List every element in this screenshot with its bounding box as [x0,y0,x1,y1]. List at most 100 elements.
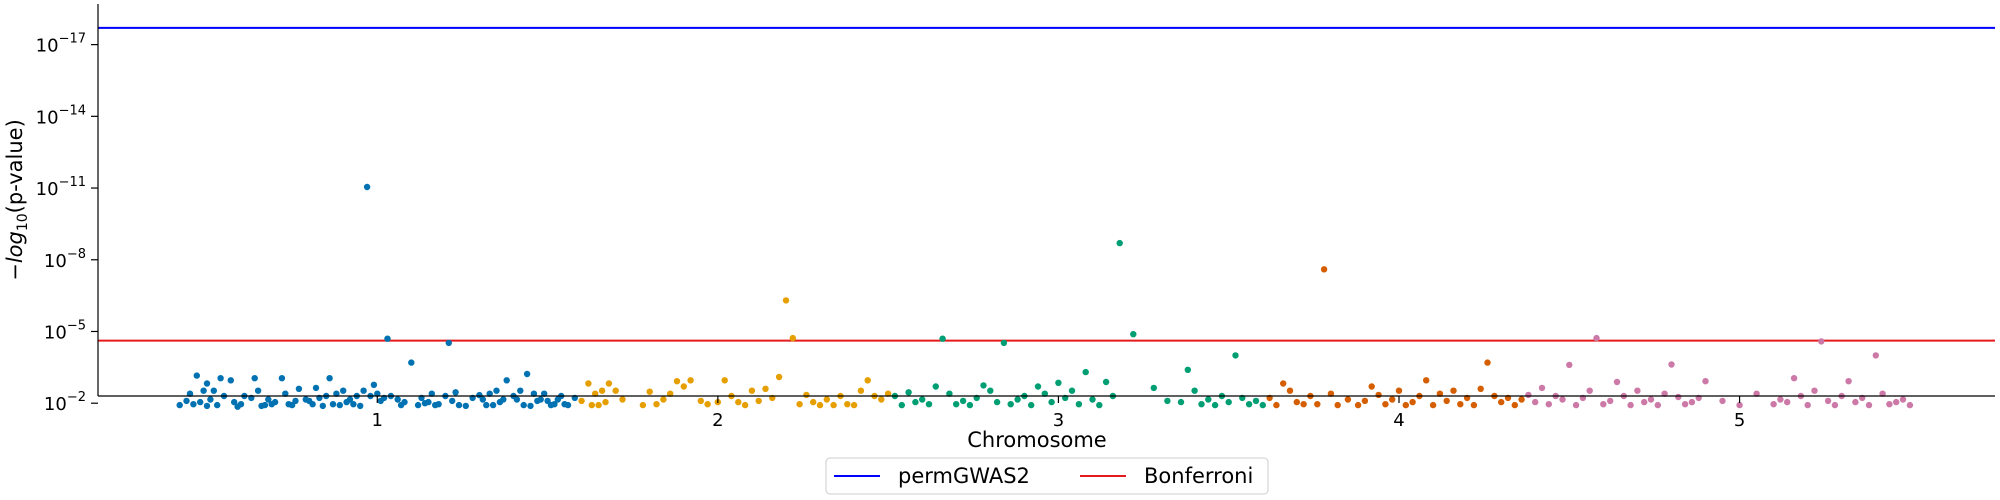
data-point [329,401,337,408]
data-point [1702,378,1709,385]
data-point [346,396,354,403]
data-point [408,359,415,366]
data-point [384,335,391,342]
data-point [878,396,885,403]
data-point [1457,401,1464,408]
data-point [1007,401,1014,408]
data-point [1804,401,1811,409]
data-point [1872,352,1880,359]
data-point [1259,401,1267,409]
data-point [292,397,299,405]
data-point [646,388,653,395]
data-point [462,402,469,410]
data-point [1470,401,1478,409]
data-point [1824,397,1832,405]
data-point [721,377,728,384]
data-point [1198,401,1205,408]
data-point [455,401,463,409]
data-point [309,401,316,408]
data-point [271,398,279,406]
data-point [217,375,224,382]
y-tick-label: 10−11 [36,175,86,200]
data-point [1654,401,1662,409]
data-point [1344,396,1352,403]
x-tick-label-1: 1 [372,410,383,431]
data-point [210,387,217,394]
data-point [414,401,422,409]
data-point [1028,401,1035,409]
data-point [598,387,606,394]
data-point [278,375,286,382]
data-point [295,385,303,392]
data-point [1477,385,1484,392]
data-point [1586,387,1593,394]
data-point [741,401,749,409]
data-point [1634,387,1641,394]
data-point [1252,397,1260,405]
data-point [1082,368,1089,376]
data-point [1375,391,1382,399]
data-point [1089,396,1096,403]
data-point [959,397,967,405]
data-point [704,401,711,408]
data-point [503,377,510,384]
data-point [1525,391,1532,399]
data-point [673,378,681,385]
data-point [1852,398,1859,406]
data-point [1232,352,1239,359]
data-point [1647,396,1655,403]
data-point [360,387,367,394]
data-point [452,389,459,396]
data-point [1675,393,1682,401]
data-point [585,380,592,387]
data-point [197,398,204,406]
data-point [687,377,694,384]
data-point [251,375,258,382]
data-point [1753,390,1760,397]
data-point [1014,396,1021,403]
data-point [966,401,974,409]
data-point [1177,398,1185,406]
data-point [1245,401,1253,408]
data-point [190,401,197,408]
data-point [530,390,538,397]
data-point [523,370,531,378]
data-point [1899,396,1907,403]
data-point [1719,397,1726,405]
data-point [493,387,500,394]
x-tick-label-2: 2 [712,410,723,431]
data-point [1096,401,1103,409]
data-point [227,377,234,384]
data-point [1041,390,1049,397]
data-point [796,401,803,408]
data-point [1354,401,1362,409]
data-point [517,387,524,394]
data-point [1777,396,1784,403]
data-point [1055,379,1062,386]
legend-label-permgwas2: permGWAS2 [898,464,1030,488]
data-point [1286,387,1294,394]
data-point [810,398,817,406]
data-point [231,398,238,406]
data-point [200,387,207,394]
data-point [1205,396,1212,403]
data-point [1906,401,1914,409]
data-point [1511,401,1519,409]
data-point [912,398,919,406]
data-point [1280,380,1287,387]
data-point [939,335,946,342]
data-point [428,390,435,397]
data-point [282,390,289,397]
data-point [946,390,953,397]
data-point [1518,396,1525,403]
data-point [1845,378,1852,385]
y-tick-label: 10−17 [36,32,86,57]
data-point [445,339,452,347]
data-point [326,375,333,382]
data-point [762,385,769,392]
data-point [1613,378,1621,386]
data-point [1048,398,1055,406]
data-point [987,387,994,394]
data-point [1116,239,1123,247]
